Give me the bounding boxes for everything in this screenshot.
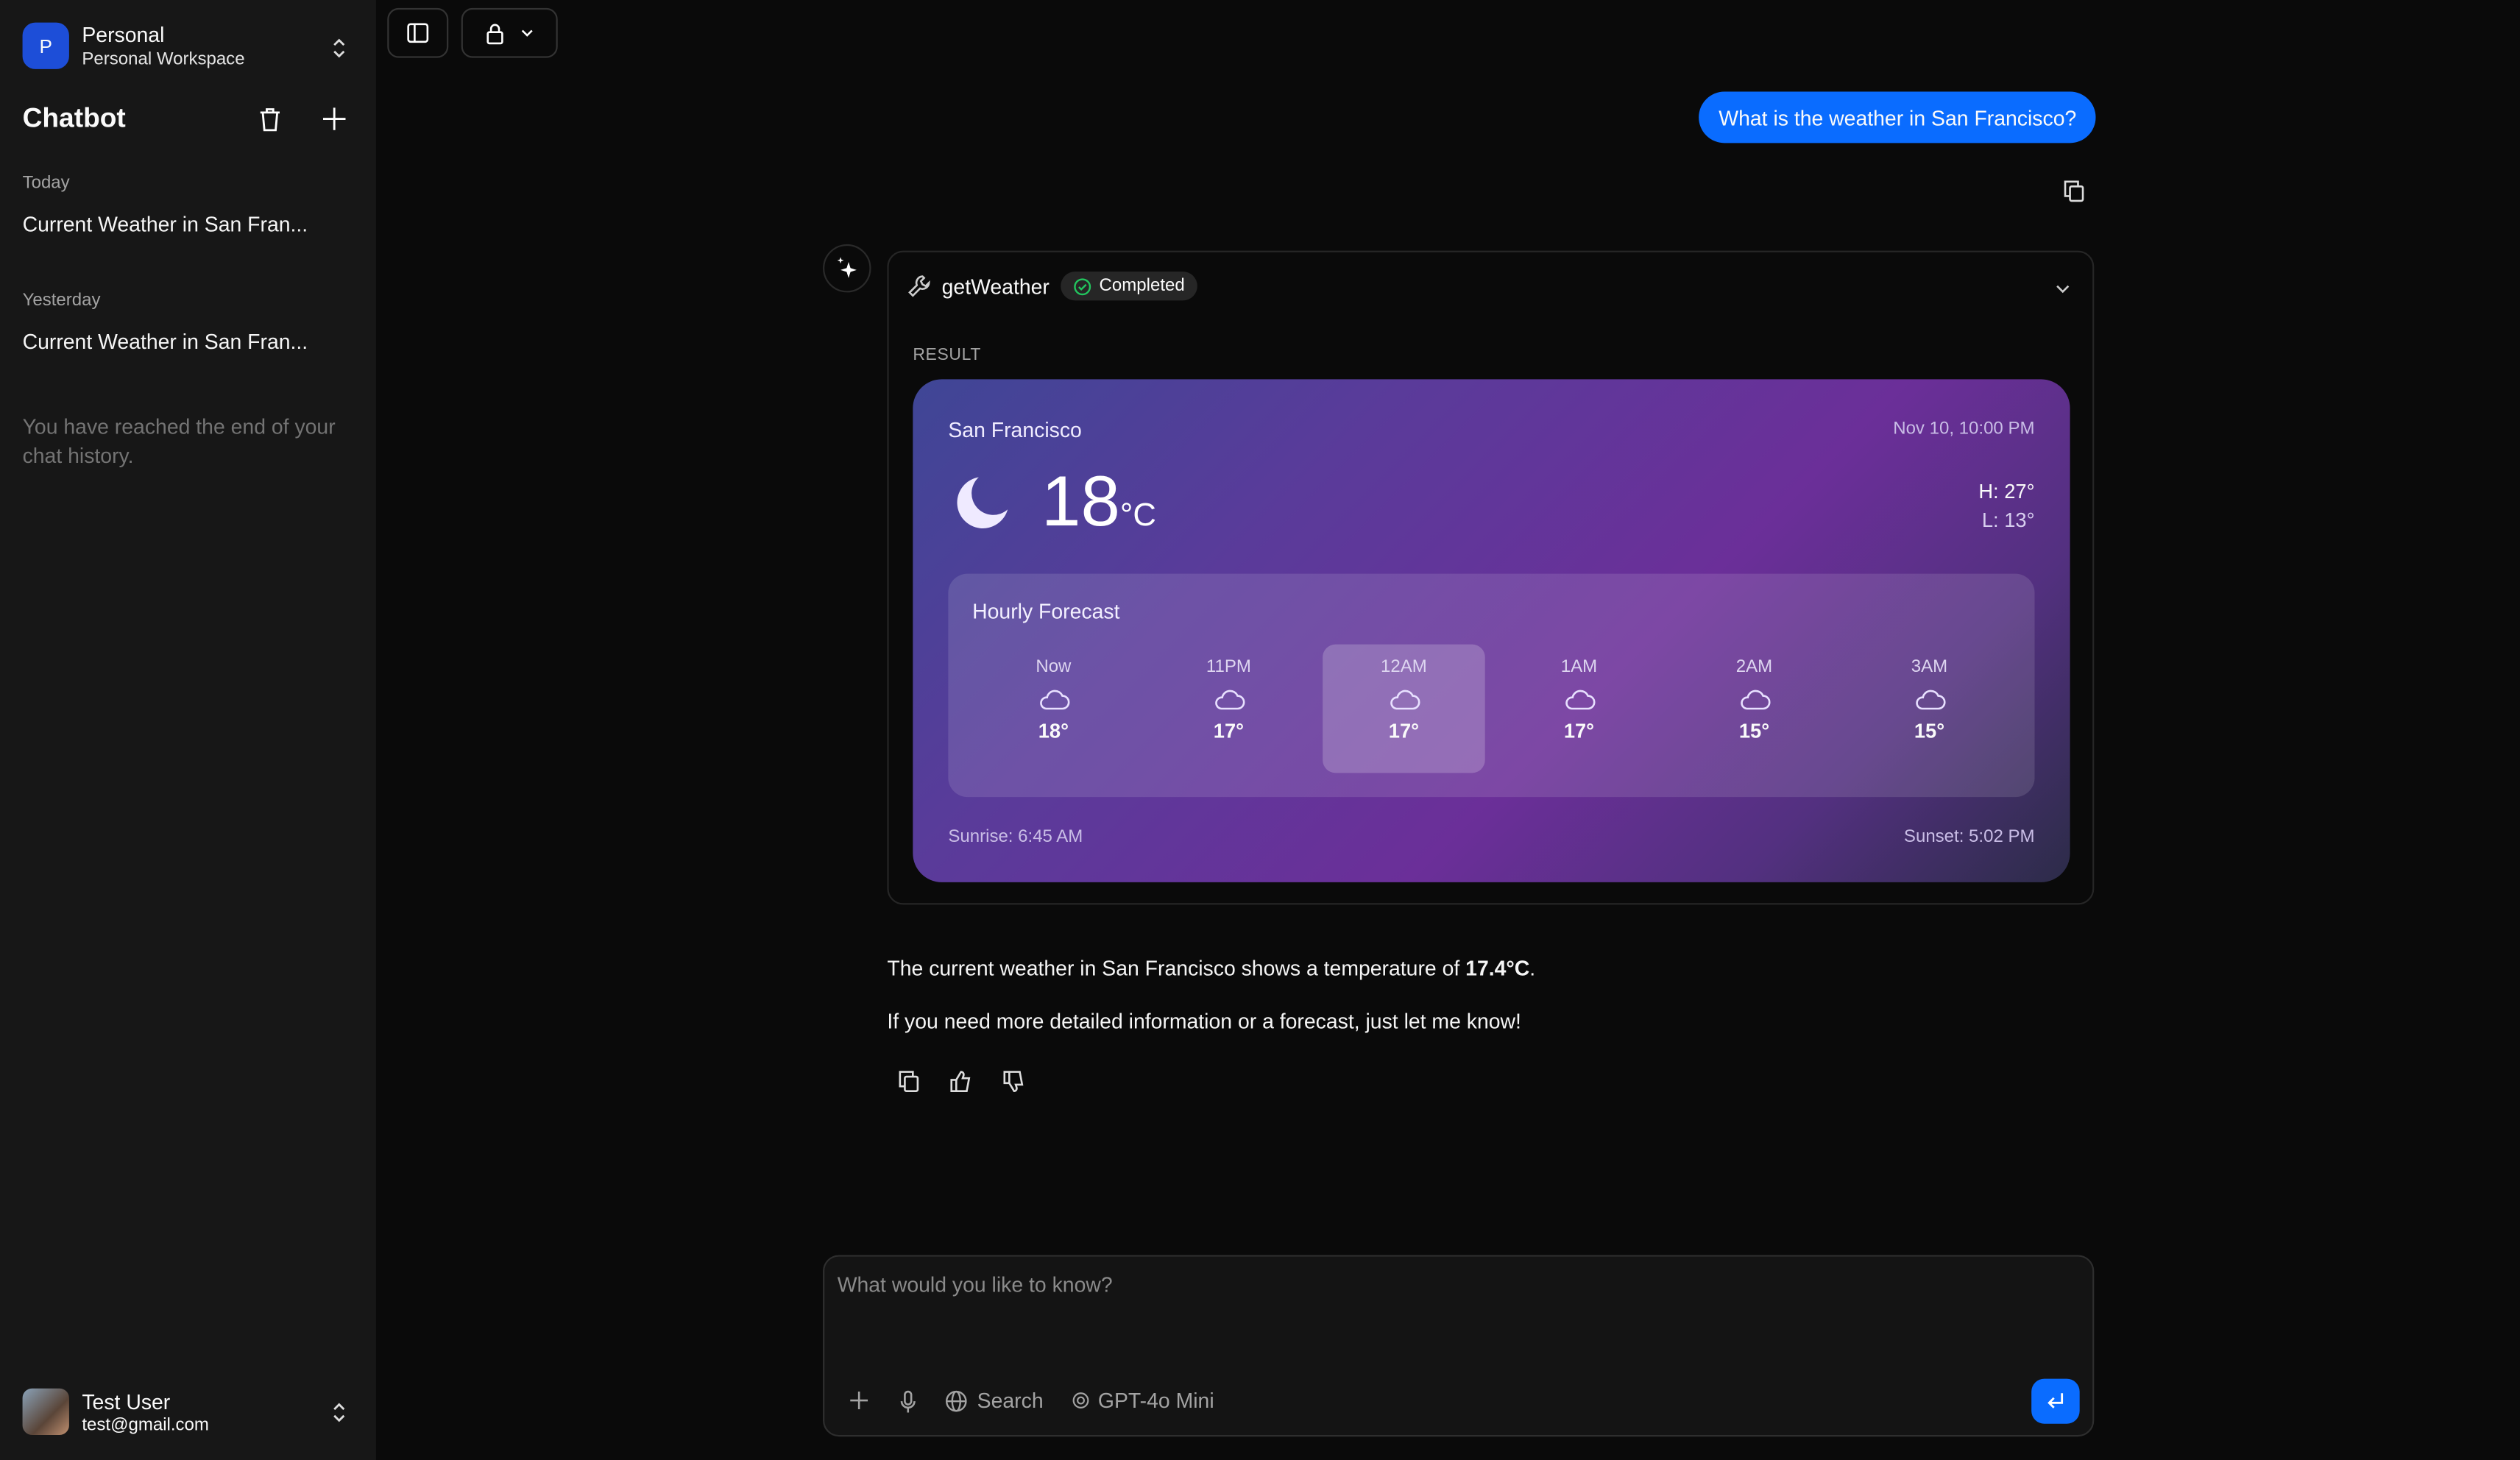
attach-plus-icon[interactable] <box>850 1392 868 1410</box>
check-circle-icon <box>1074 277 1091 295</box>
sunset: Sunset: 5:02 PM <box>1903 827 2035 847</box>
sidebar-icon <box>406 23 429 43</box>
hour-time: Now <box>1036 657 1072 677</box>
hour-item[interactable]: 2AM 15° <box>1673 645 1836 773</box>
current-temperature: 18°C <box>1041 462 1156 542</box>
toggle-sidebar-button[interactable] <box>387 7 449 58</box>
sidebar-title: Chatbot <box>22 102 126 134</box>
history-group-label: Today <box>22 173 70 194</box>
chevrons-up-down-icon[interactable] <box>326 35 352 61</box>
hour-time: 3AM <box>1911 657 1948 677</box>
cloud-icon <box>972 688 1135 711</box>
hour-item[interactable]: Now 18° <box>972 645 1135 773</box>
hour-time: 12AM <box>1381 657 1427 677</box>
sunrise: Sunrise: 6:45 AM <box>948 827 1083 847</box>
low-temp: L: 13° <box>1981 509 2035 532</box>
hour-time: 1AM <box>1560 657 1598 677</box>
search-toggle[interactable]: Search <box>945 1389 1044 1412</box>
hour-time: 11PM <box>1206 657 1251 677</box>
copy-icon[interactable] <box>2060 178 2086 204</box>
visibility-selector[interactable] <box>461 7 558 58</box>
chevron-down-icon <box>521 28 534 38</box>
user-name: Test User <box>82 1389 171 1414</box>
assistant-reply-p2: If you need more detailed information or… <box>887 1009 1521 1034</box>
hour-item[interactable]: 3AM 15° <box>1848 645 2011 773</box>
hour-temp: 17° <box>1213 720 1245 743</box>
history-group-label: Yesterday <box>22 291 101 311</box>
moon-icon <box>955 472 1013 531</box>
wrench-icon <box>908 274 931 297</box>
globe-icon <box>945 1389 968 1412</box>
tool-call-card: getWeather Completed RESULT San Francisc… <box>887 250 2095 905</box>
chevrons-up-down-icon[interactable] <box>326 1400 352 1425</box>
message-input[interactable]: What would you like to know? <box>837 1272 1113 1297</box>
cloud-icon <box>1673 688 1836 711</box>
workspace-subtitle: Personal Workspace <box>82 49 245 69</box>
lock-icon <box>485 21 504 44</box>
weather-datetime: Nov 10, 10:00 PM <box>1893 419 2035 439</box>
workspace-avatar: P <box>22 22 69 69</box>
result-label: RESULT <box>913 345 982 365</box>
cloud-icon <box>1147 688 1310 711</box>
status-text: Completed <box>1099 276 1185 296</box>
hour-temp: 17° <box>1563 720 1595 743</box>
hour-temp: 18° <box>1038 720 1069 743</box>
high-temp: H: 27° <box>1978 480 2035 503</box>
hour-temp: 17° <box>1388 720 1420 743</box>
model-selector[interactable]: GPT-4o Mini <box>1072 1389 1214 1412</box>
high-low: H: 27° L: 13° <box>1978 478 2034 536</box>
send-button[interactable] <box>2031 1378 2080 1424</box>
workspace-name: Personal <box>82 22 165 47</box>
cloud-icon <box>1498 688 1660 711</box>
tool-name: getWeather <box>941 274 1050 299</box>
thumbs-up-icon[interactable] <box>948 1069 974 1094</box>
hour-temp: 15° <box>1914 720 1945 743</box>
plus-icon[interactable] <box>320 104 349 133</box>
history-item[interactable]: Current Weather in San Fran... <box>22 212 308 236</box>
hour-item[interactable]: 11PM 17° <box>1147 645 1310 773</box>
assistant-reply-p1: The current weather in San Francisco sho… <box>887 956 1536 981</box>
hourly-forecast: Hourly Forecast Now 18° 11PM 17° 12AM 17° 1AM 1… <box>948 573 2035 798</box>
openai-icon <box>1072 1392 1090 1409</box>
status-badge: Completed <box>1061 272 1198 301</box>
chat-composer[interactable]: What would you like to know? Search GPT-… <box>823 1255 2095 1437</box>
hourly-forecast-title: Hourly Forecast <box>972 599 1120 624</box>
workspace-switcher[interactable]: P Personal Personal Workspace <box>22 22 245 69</box>
cloud-icon <box>1848 688 2011 711</box>
weather-card: San Francisco Nov 10, 10:00 PM 18°C H: 2… <box>913 379 2070 882</box>
hour-temp: 15° <box>1738 720 1770 743</box>
microphone-icon[interactable] <box>900 1389 916 1412</box>
user-message: What is the weather in San Francisco? <box>1699 91 2096 143</box>
city-name: San Francisco <box>948 417 1082 442</box>
user-menu[interactable]: Test User test@gmail.com <box>22 1388 209 1436</box>
assistant-sparkles-icon <box>823 244 871 293</box>
copy-icon[interactable] <box>895 1069 921 1094</box>
enter-icon <box>2046 1392 2065 1411</box>
history-end-note: You have reached the end of your chat hi… <box>22 414 336 468</box>
sidebar: P Personal Personal Workspace Chatbot Tod… <box>0 0 376 1460</box>
avatar <box>22 1388 69 1436</box>
trash-icon[interactable] <box>255 104 284 133</box>
hour-item[interactable]: 1AM 17° <box>1498 645 1660 773</box>
thumbs-down-icon[interactable] <box>1001 1069 1027 1094</box>
cloud-icon <box>1323 688 1485 711</box>
user-email: test@gmail.com <box>82 1414 209 1434</box>
chevron-down-icon[interactable] <box>2050 278 2073 301</box>
history-item[interactable]: Current Weather in San Fran... <box>22 329 308 354</box>
hour-item[interactable]: 12AM 17° <box>1323 644 1485 773</box>
hour-time: 2AM <box>1735 657 1773 677</box>
